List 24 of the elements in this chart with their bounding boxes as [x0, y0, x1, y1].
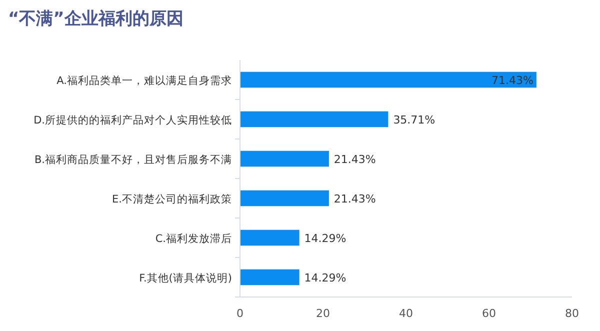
y-tick-label: F.其他(请具体说明)	[139, 271, 232, 284]
data-label: 14.29%	[304, 271, 346, 284]
y-tick-label: A.福利品类单一，难以满足自身需求	[56, 74, 232, 87]
bar	[240, 111, 388, 128]
y-tick-label: E.不清楚公司的福利政策	[112, 192, 232, 206]
y-tick-label: B.福利商品质量不好，且对售后服务不满	[34, 152, 232, 166]
data-label: 21.43%	[334, 192, 376, 206]
y-tick-label: D.所提供的的福利产品对个人实用性较低	[34, 113, 232, 126]
data-label: 21.43%	[334, 152, 376, 166]
bar	[240, 150, 329, 167]
y-tick-label: C.福利发放滞后	[155, 232, 232, 245]
data-label: 71.43%	[491, 74, 534, 87]
x-tick-label: 80	[565, 307, 579, 320]
bar	[240, 230, 300, 246]
x-tick-label: 0	[236, 307, 244, 320]
bar	[240, 190, 329, 206]
bar	[240, 72, 536, 88]
x-tick-label: 60	[482, 307, 496, 320]
x-tick-label: 20	[316, 307, 330, 320]
data-label: 14.29%	[304, 232, 346, 245]
bar	[240, 269, 300, 286]
data-label: 35.71%	[393, 113, 436, 126]
text: “不满”企业福利的原因	[8, 9, 184, 29]
x-tick-label: 40	[399, 307, 413, 320]
